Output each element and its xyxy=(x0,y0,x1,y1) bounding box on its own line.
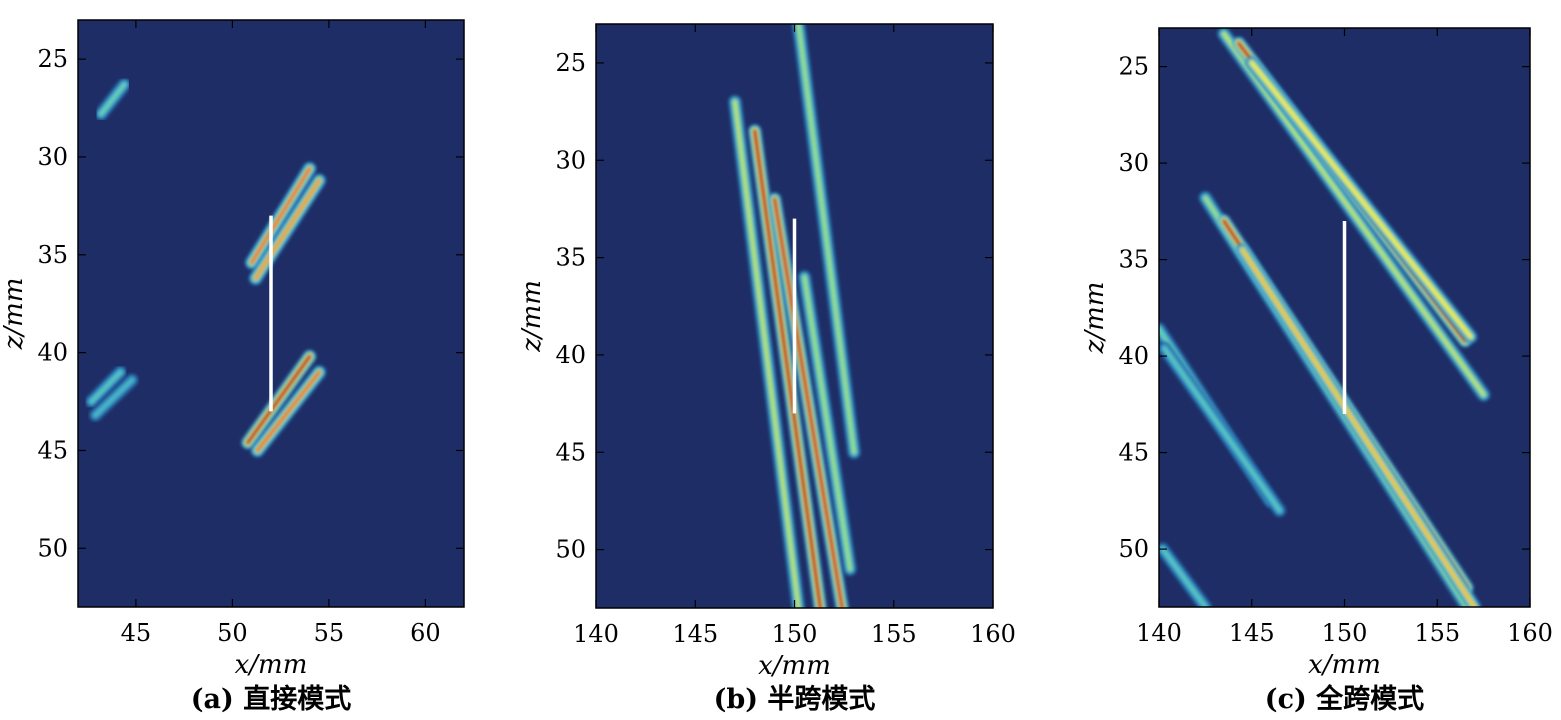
x-tick-label-2: 150 xyxy=(1322,619,1368,647)
streak-7 xyxy=(1159,341,1287,517)
y-tick-label-5: 50 xyxy=(555,536,586,564)
streak-2 xyxy=(1245,56,1478,344)
y-tick-label-5: 50 xyxy=(37,534,68,562)
y-tick-label-2: 35 xyxy=(555,244,586,272)
streak-0 xyxy=(728,95,805,608)
y-tick-label-4: 45 xyxy=(1118,439,1149,467)
y-axis-label: z/mm xyxy=(517,280,547,353)
streak-5 xyxy=(1235,243,1481,607)
y-tick-label-0: 25 xyxy=(555,49,586,77)
x-tick-label-3: 155 xyxy=(871,620,917,648)
y-tick-label-2: 35 xyxy=(1118,246,1149,274)
x-tick-label-0: 140 xyxy=(573,620,619,648)
y-tick-label-3: 40 xyxy=(555,341,586,369)
streak-5 xyxy=(85,365,127,409)
x-tick-label-1: 145 xyxy=(1229,619,1275,647)
y-tick-label-2: 35 xyxy=(37,241,68,269)
plot-frame xyxy=(77,19,465,608)
streak-layer xyxy=(85,78,326,457)
y-tick-label-0: 25 xyxy=(37,45,68,73)
streak-0 xyxy=(245,162,317,270)
x-axis-label: x/mm xyxy=(758,651,831,681)
streak-2 xyxy=(241,350,317,450)
y-tick-label-3: 40 xyxy=(37,339,68,367)
y-tick-label-0: 25 xyxy=(1118,53,1149,81)
y-tick-label-5: 50 xyxy=(1118,535,1149,563)
y-axis-label: z/mm xyxy=(0,278,29,351)
x-tick-label-4: 160 xyxy=(1507,619,1553,647)
x-axis-label: x/mm xyxy=(1308,650,1381,680)
panel-caption: (b) 半跨模式 xyxy=(714,684,876,715)
panel-2: 140 145 150 155 160 25 30 35 40 45 50 x/mm z/mm (c) 全… xyxy=(1080,27,1553,715)
streak-3 xyxy=(250,365,326,457)
x-tick-label-3: 155 xyxy=(1414,619,1460,647)
y-tick-label-4: 45 xyxy=(37,436,68,464)
streak-1 xyxy=(748,124,827,608)
x-tick-label-1: 145 xyxy=(672,620,718,648)
streak-4 xyxy=(94,78,131,121)
streak-3 xyxy=(797,270,857,576)
x-tick-label-2: 55 xyxy=(314,619,345,647)
x-tick-label-2: 150 xyxy=(772,620,818,648)
x-axis-label: x/mm xyxy=(235,650,308,680)
streak-1 xyxy=(249,173,326,285)
streak-0 xyxy=(1217,28,1491,402)
x-tick-label-4: 160 xyxy=(970,620,1016,648)
streak-layer xyxy=(728,24,861,608)
x-tick-label-1: 50 xyxy=(217,619,248,647)
y-tick-label-1: 30 xyxy=(555,146,586,174)
y-axis-label: z/mm xyxy=(1080,282,1110,355)
x-tick-label-0: 140 xyxy=(1136,619,1182,647)
streak-2 xyxy=(768,192,849,608)
panel-caption: (c) 全跨模式 xyxy=(1265,683,1424,715)
panel-caption: (a) 直接模式 xyxy=(191,684,351,715)
y-tick-label-1: 30 xyxy=(1118,149,1149,177)
y-tick-label-4: 45 xyxy=(555,438,586,466)
x-tick-label-3: 60 xyxy=(410,619,441,647)
streak-8 xyxy=(1159,542,1212,607)
x-tick-label-0: 45 xyxy=(121,619,152,647)
y-tick-label-1: 30 xyxy=(37,143,68,171)
panel-0: 45 50 55 60 25 30 35 40 45 50 x/mm z/mm (a) 直接模式 xyxy=(0,19,465,715)
streak-4 xyxy=(791,24,861,459)
panel-1: 140 145 150 155 160 25 30 35 40 45 50 x/mm z/mm (b) 半… xyxy=(517,23,1016,715)
y-tick-label-3: 40 xyxy=(1118,342,1149,370)
streak-6 xyxy=(88,373,139,422)
